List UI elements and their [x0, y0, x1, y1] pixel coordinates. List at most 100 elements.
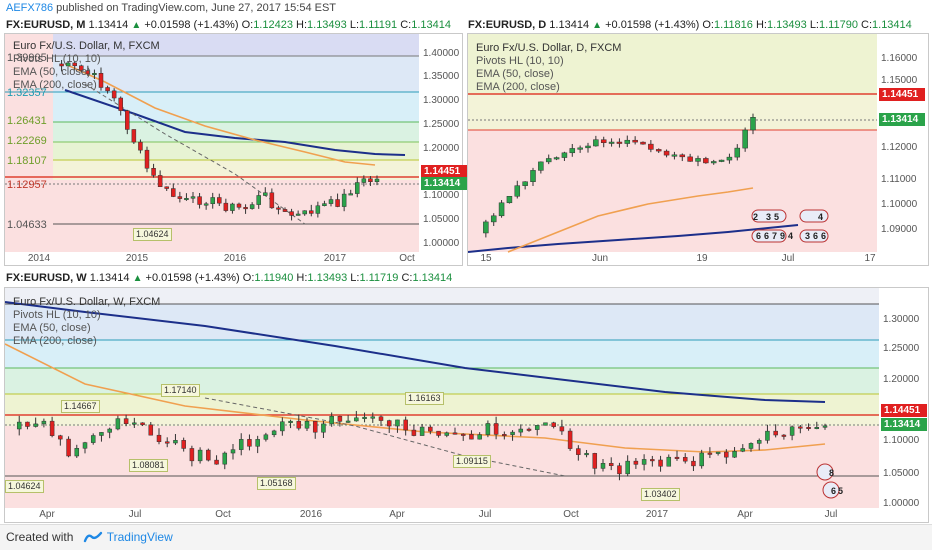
weekly-time-axis[interactable]: Apr Jul Oct 2016 Apr Jul Oct 2017 Apr Ju… — [5, 508, 879, 522]
open-label: O: — [702, 19, 714, 31]
event-badge[interactable]: 7 — [772, 231, 778, 241]
candle-body — [105, 87, 110, 92]
candle-body — [703, 158, 709, 164]
candle-body — [217, 197, 222, 204]
monthly-price-axis[interactable]: 1.40000 1.35000 1.30000 1.25000 1.20000 … — [419, 34, 467, 252]
candle-body — [506, 196, 513, 204]
y-tick: 1.40000 — [423, 48, 460, 59]
low-value: 1.11191 — [359, 19, 398, 31]
y-tick: 1.30000 — [423, 95, 460, 106]
candle-body — [608, 141, 615, 144]
y-tick: 1.35000 — [423, 71, 460, 82]
monthly-chart-canvas[interactable] — [5, 34, 464, 267]
event-badge[interactable]: 8 — [829, 468, 835, 478]
close-label: C: — [401, 272, 413, 284]
pivot-zone — [53, 160, 419, 180]
pivot-callout: 1.08081 — [129, 459, 168, 472]
event-badge[interactable]: 5 — [774, 212, 780, 222]
symbol-label[interactable]: FX:EURUSD, D — [468, 19, 547, 31]
event-badge[interactable]: 6 — [831, 486, 837, 496]
pivot-callout: 1.17140 — [161, 384, 200, 397]
candle-body — [33, 423, 38, 427]
price-tag-resistance: 1.14451 — [881, 404, 927, 417]
y-tick: 1.30000 — [883, 314, 920, 325]
candle-body — [263, 434, 269, 440]
y-tick: 1.11000 — [881, 174, 917, 185]
candle-body — [593, 139, 599, 147]
symbol-label[interactable]: FX:EURUSD, M — [6, 19, 86, 31]
candle-body — [328, 199, 334, 204]
high-label: H: — [755, 19, 767, 31]
open-label: O: — [242, 272, 255, 284]
open-value: 1.11940 — [254, 272, 294, 284]
weekly-price-axis[interactable]: 1.30000 1.25000 1.20000 1.10000 1.05000 … — [879, 288, 929, 509]
candle-body — [355, 182, 360, 194]
candle-body — [419, 426, 425, 436]
daily-time-axis[interactable]: 15 Jun 19 Jul 17 — [468, 252, 877, 266]
close-label: C: — [400, 19, 412, 31]
candle-body — [156, 434, 162, 442]
candle-body — [368, 178, 373, 182]
daily-chart-canvas[interactable] — [468, 34, 930, 267]
event-badge[interactable]: 6 — [764, 231, 770, 241]
candle-body — [551, 422, 556, 427]
event-badge[interactable]: 3 — [805, 231, 811, 241]
candle-body — [92, 73, 97, 76]
candle-body — [395, 419, 400, 427]
candle-body — [90, 435, 96, 443]
x-tick: Jul — [128, 509, 142, 520]
candle-body — [514, 185, 521, 197]
candle-body — [534, 425, 540, 430]
candle-body — [374, 178, 380, 182]
candle-body — [452, 432, 458, 435]
candle-body — [157, 175, 163, 187]
event-badge[interactable]: 2 — [753, 212, 759, 222]
event-badge[interactable]: 6 — [756, 231, 762, 241]
candle-body — [236, 203, 242, 208]
candle-body — [444, 432, 450, 436]
daily-price-axis[interactable]: 1.16000 1.15000 1.12000 1.11000 1.10000 … — [877, 34, 929, 252]
pivot-callout: 1.14667 — [61, 400, 100, 413]
weekly-chart[interactable]: Euro Fx/U.S. Dollar, W, FXCM Pivots HL (… — [4, 287, 929, 523]
event-marker — [816, 463, 834, 481]
author-link[interactable]: AEFX786 — [6, 2, 54, 14]
candle-body — [309, 210, 314, 214]
event-badge[interactable]: 3 — [766, 212, 772, 222]
weekly-symbol-header: FX:EURUSD, W 1.13414 ▲ +0.01598 (+1.43%)… — [6, 269, 926, 287]
candle-body — [322, 203, 327, 206]
publish-header: AEFX786 published on TradingView.com, Ju… — [0, 0, 932, 16]
open-value: 1.11816 — [713, 19, 753, 31]
event-badge[interactable]: 5 — [838, 486, 844, 496]
candle-body — [123, 418, 129, 425]
x-tick: Apr — [39, 509, 55, 520]
pivot-zone — [53, 142, 419, 160]
candle-body — [773, 430, 778, 436]
event-badge[interactable]: 4 — [788, 231, 794, 241]
candle-body — [742, 129, 748, 149]
up-arrow-icon: ▲ — [132, 273, 143, 284]
event-badge[interactable]: 9 — [780, 231, 786, 241]
daily-chart[interactable]: Euro Fx/U.S. Dollar, D, FXCM Pivots HL (… — [467, 33, 929, 266]
monthly-time-axis[interactable]: 2014 2015 2016 2017 Oct — [5, 252, 419, 266]
candle-body — [765, 430, 770, 441]
monthly-chart[interactable]: Euro Fx/U.S. Dollar, M, FXCM Pivots HL (… — [4, 33, 467, 267]
tradingview-link[interactable]: TradingView — [106, 530, 173, 544]
candle-body — [798, 426, 803, 429]
weekly-chart-canvas[interactable] — [5, 288, 930, 524]
candle-body — [263, 192, 268, 196]
candle-body — [577, 147, 583, 150]
event-badge[interactable]: 4 — [818, 212, 824, 222]
x-tick: Apr — [389, 509, 405, 520]
candle-body — [600, 463, 606, 469]
y-tick: 1.16000 — [881, 53, 918, 64]
candle-body — [206, 449, 211, 461]
candle-body — [718, 159, 725, 162]
event-badge[interactable]: 6 — [821, 231, 827, 241]
candle-body — [498, 202, 505, 217]
candle-body — [806, 426, 811, 429]
price-change: +0.01598 (+1.43%) — [605, 19, 700, 31]
pivot-zone — [53, 92, 419, 122]
event-badge[interactable]: 6 — [813, 231, 819, 241]
symbol-label[interactable]: FX:EURUSD, W — [6, 272, 87, 284]
candle-body — [502, 434, 507, 437]
